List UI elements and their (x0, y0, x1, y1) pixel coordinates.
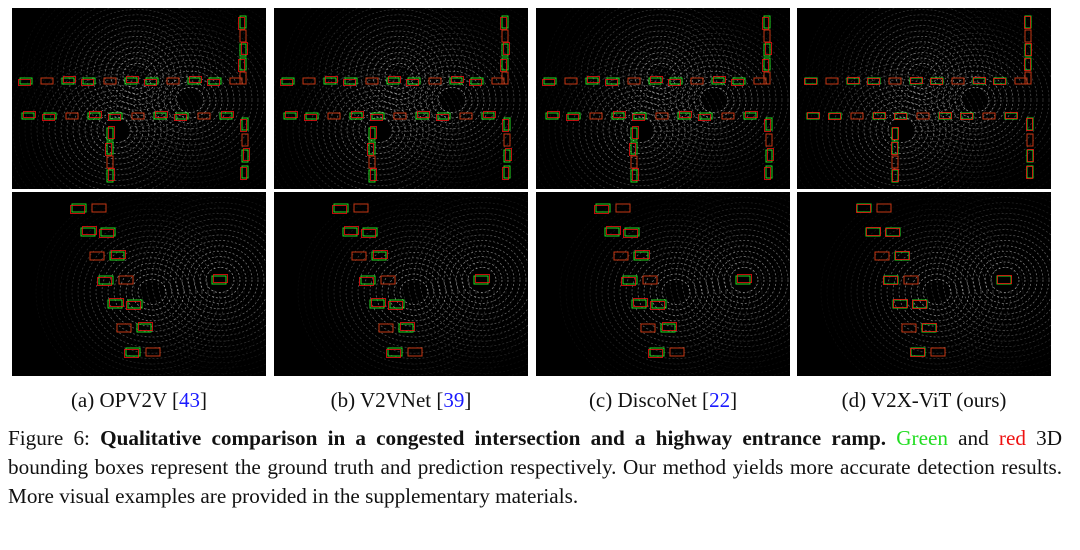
bracket: ] (464, 388, 472, 412)
intersection-lidar-image (797, 8, 1051, 189)
subcaption-label: (b) V2VNet [ (330, 388, 444, 412)
highway-lidar-image (274, 192, 528, 376)
subcaption-label: (c) DiscoNet [ (588, 388, 710, 412)
caption-and: and (947, 426, 999, 450)
citation-link[interactable]: 43 (179, 388, 201, 412)
caption-red-word: red (998, 426, 1026, 450)
subcaption-label: (a) OPV2V [ (70, 388, 180, 412)
subcaption-d: (d) V2X-ViT (ours) (797, 388, 1051, 413)
subcaption-c: (c) DiscoNet [22] (536, 388, 790, 413)
highway-lidar-image (797, 192, 1051, 376)
highway-lidar-image (536, 192, 790, 376)
caption-prefix: Figure 6: (8, 426, 101, 450)
intersection-lidar-image (12, 8, 266, 189)
subcaption-b: (b) V2VNet [39] (274, 388, 528, 413)
highway-lidar-image (12, 192, 266, 376)
caption-bold-title: Qualitative comparison in a congested in… (100, 426, 887, 450)
intersection-lidar-image (274, 8, 528, 189)
figure-caption: Figure 6: Qualitative comparison in a co… (8, 424, 1062, 511)
subcaption-a: (a) OPV2V [43] (12, 388, 266, 413)
bracket: ] (730, 388, 738, 412)
citation-link[interactable]: 22 (709, 388, 731, 412)
citation-link[interactable]: 39 (443, 388, 465, 412)
caption-green-word: Green (896, 426, 948, 450)
caption-body: 3D bounding boxes represent the ground t… (8, 426, 1062, 508)
intersection-lidar-image (536, 8, 790, 189)
bracket: ] (200, 388, 208, 412)
subcaption-label: (d) V2X-ViT (ours) (841, 388, 1007, 412)
